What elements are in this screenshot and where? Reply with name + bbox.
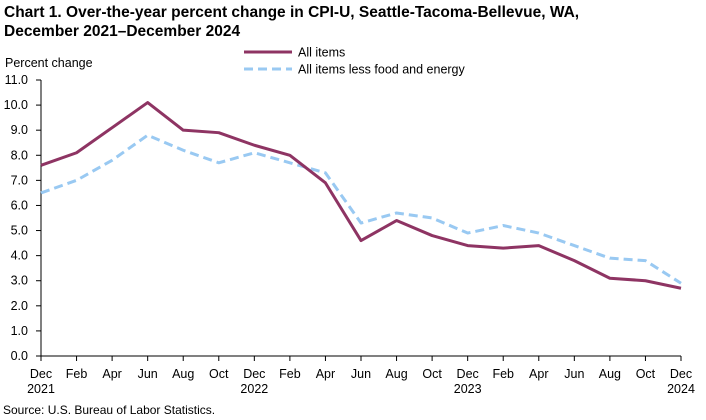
x-tick-year-label: 2022 — [240, 382, 268, 396]
x-tick-label: Feb — [492, 367, 514, 381]
chart-title: Chart 1. Over-the-year percent change in… — [4, 3, 579, 41]
series-line-all-items — [40, 101, 682, 290]
y-axis: 0.0 1.0 2.0 3.0 4.0 5.0 6.0 7.0 8.0 9.0 10.0 11.0 — [4, 73, 42, 363]
y-tick-label: 1.0 — [11, 324, 28, 338]
series-line-core — [40, 133, 682, 285]
chart-title-line-2: December 2021–December 2024 — [4, 23, 241, 40]
x-tick-label: Oct — [422, 367, 442, 381]
y-tick-label: 7.0 — [11, 173, 28, 187]
y-tick-label: 5.0 — [11, 224, 28, 238]
x-tick-label: Dec — [243, 367, 265, 381]
x-tick-label: Aug — [385, 367, 407, 381]
x-tick-label: Dec — [457, 367, 479, 381]
series-group — [40, 101, 682, 290]
chart-title-line-1: Chart 1. Over-the-year percent change in… — [4, 4, 580, 21]
y-tick-label: 6.0 — [11, 198, 28, 212]
y-tick-label: 11.0 — [5, 73, 28, 87]
x-tick-label: Feb — [279, 367, 301, 381]
x-tick-label: Apr — [102, 367, 121, 381]
y-tick-label: 3.0 — [11, 274, 28, 288]
x-tick-label: Dec — [30, 367, 52, 381]
y-tick-label: 9.0 — [11, 123, 28, 137]
x-tick-label: Jun — [138, 367, 158, 381]
y-axis-label: Percent change — [5, 56, 93, 70]
x-tick-label: Aug — [599, 367, 621, 381]
source-note: Source: U.S. Bureau of Labor Statistics. — [3, 403, 216, 417]
y-tick-label: 4.0 — [11, 249, 28, 263]
y-tick-label: 2.0 — [11, 299, 28, 313]
legend: All items All items less food and energy — [244, 46, 466, 77]
legend-label: All items less food and energy — [298, 63, 466, 77]
y-tick-label: 0.0 — [11, 349, 28, 363]
x-tick-label: Jun — [351, 367, 371, 381]
x-tick-year-label: 2023 — [454, 382, 482, 396]
x-tick-label: Apr — [316, 367, 335, 381]
x-tick-label: Dec — [670, 367, 692, 381]
x-tick-label: Oct — [209, 367, 229, 381]
x-tick-label: Aug — [172, 367, 194, 381]
x-tick-label: Oct — [636, 367, 656, 381]
x-tick-label: Apr — [529, 367, 548, 381]
x-tick-year-label: 2024 — [667, 382, 695, 396]
y-tick-label: 10.0 — [4, 98, 28, 112]
x-tick-label: Jun — [564, 367, 584, 381]
y-tick-label: 8.0 — [11, 148, 28, 162]
x-tick-label: Feb — [66, 367, 88, 381]
x-tick-year-label: 2021 — [27, 382, 55, 396]
legend-label: All items — [298, 46, 345, 60]
